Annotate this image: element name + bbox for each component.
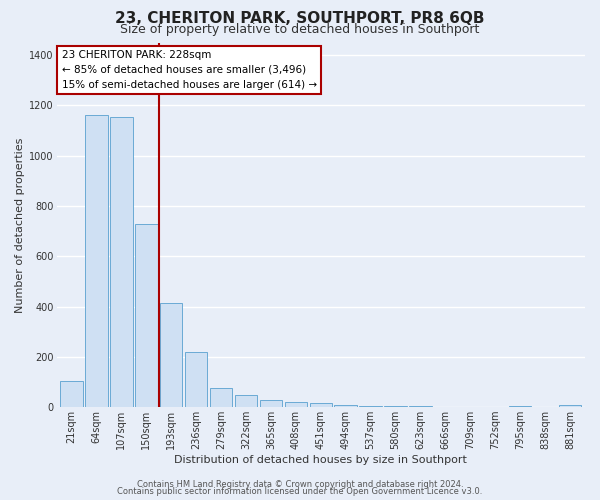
Bar: [135, 224, 158, 407]
Bar: [284, 402, 307, 407]
Text: Contains public sector information licensed under the Open Government Licence v3: Contains public sector information licen…: [118, 487, 482, 496]
Bar: [359, 406, 382, 407]
Bar: [260, 400, 282, 407]
Text: Contains HM Land Registry data © Crown copyright and database right 2024.: Contains HM Land Registry data © Crown c…: [137, 480, 463, 489]
Text: 23, CHERITON PARK, SOUTHPORT, PR8 6QB: 23, CHERITON PARK, SOUTHPORT, PR8 6QB: [115, 11, 485, 26]
Bar: [409, 406, 432, 407]
Text: Size of property relative to detached houses in Southport: Size of property relative to detached ho…: [121, 22, 479, 36]
Bar: [185, 352, 208, 407]
Bar: [85, 116, 107, 407]
Bar: [434, 406, 457, 407]
Bar: [385, 406, 407, 407]
Bar: [160, 303, 182, 407]
Bar: [310, 404, 332, 407]
Bar: [235, 394, 257, 407]
Bar: [509, 406, 532, 407]
Y-axis label: Number of detached properties: Number of detached properties: [15, 137, 25, 312]
Bar: [110, 116, 133, 407]
Text: 23 CHERITON PARK: 228sqm
← 85% of detached houses are smaller (3,496)
15% of sem: 23 CHERITON PARK: 228sqm ← 85% of detach…: [62, 50, 317, 90]
Bar: [210, 388, 232, 407]
Bar: [559, 405, 581, 407]
Bar: [61, 381, 83, 407]
X-axis label: Distribution of detached houses by size in Southport: Distribution of detached houses by size …: [175, 455, 467, 465]
Bar: [334, 405, 357, 407]
